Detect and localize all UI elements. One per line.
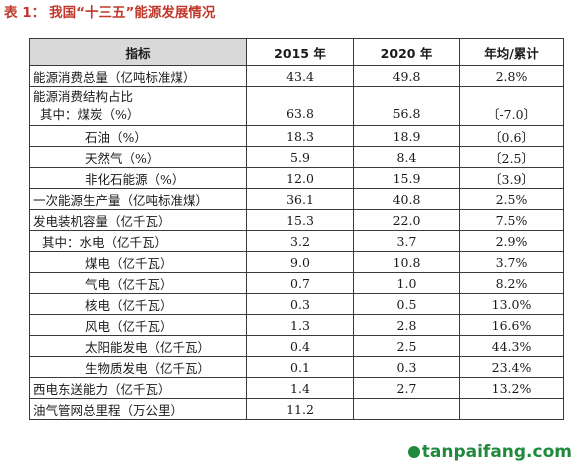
indicator-cell: 核电（亿千瓦） bbox=[29, 293, 247, 315]
value-2020-cell: 8.4 bbox=[353, 146, 460, 168]
value-2020-cell: 0.3 bbox=[353, 356, 460, 378]
change-cell: 8.2% bbox=[459, 272, 564, 294]
table-row: 发电装机容量（亿千瓦） 15.3 22.0 7.5% bbox=[29, 209, 564, 231]
change-cell: 〔0.6〕 bbox=[459, 125, 564, 147]
change-cell: 7.5% bbox=[459, 209, 564, 231]
table-row: 生物质发电（亿千瓦） 0.1 0.3 23.4% bbox=[29, 356, 564, 378]
value-2015-cell: 0.1 bbox=[246, 356, 354, 378]
site-watermark: tanpaifang.com bbox=[405, 442, 574, 462]
value-2020-cell: 49.8 bbox=[353, 65, 460, 87]
value-2020-cell: 2.7 bbox=[353, 377, 460, 399]
table-caption: 表 1： 我国“十三五”能源发展情况 bbox=[4, 2, 219, 24]
change-cell: 23.4% bbox=[459, 356, 564, 378]
value-2020-cell: 40.8 bbox=[353, 188, 460, 210]
table-row: 风电（亿千瓦） 1.3 2.8 16.6% bbox=[29, 314, 564, 336]
change-cell: 13.2% bbox=[459, 377, 564, 399]
value-2020-cell: 15.9 bbox=[353, 167, 460, 189]
change-cell: 〔3.9〕 bbox=[459, 167, 564, 189]
indicator-cell: 能源消费总量（亿吨标准煤） bbox=[29, 65, 247, 87]
change-cell: 3.7% bbox=[459, 251, 564, 273]
table-row: 西电东送能力（亿千瓦） 1.4 2.7 13.2% bbox=[29, 377, 564, 399]
indicator-line: 其中：煤炭（%） bbox=[40, 107, 140, 122]
column-header-2020: 2020 年 bbox=[353, 38, 460, 66]
value-2015-cell: 0.7 bbox=[246, 272, 354, 294]
value-2015-cell: 18.3 bbox=[246, 125, 354, 147]
indicator-line: 能源消费结构占比 bbox=[33, 89, 134, 104]
table-row: 油气管网总里程（万公里） 11.2 bbox=[29, 398, 564, 420]
table-row: 天然气（%） 5.9 8.4 〔2.5〕 bbox=[29, 146, 564, 168]
value-2020-cell: 18.9 bbox=[353, 125, 460, 147]
value-2020-cell: 3.7 bbox=[353, 230, 460, 252]
table-row: 核电（亿千瓦） 0.3 0.5 13.0% bbox=[29, 293, 564, 315]
change-cell: 16.6% bbox=[459, 314, 564, 336]
indicator-cell: 能源消费结构占比 其中：煤炭（%） bbox=[29, 86, 247, 126]
indicator-cell: 一次能源生产量（亿吨标准煤） bbox=[29, 188, 247, 210]
value-2020-cell: 0.5 bbox=[353, 293, 460, 315]
indicator-cell: 油气管网总里程（万公里） bbox=[29, 398, 247, 420]
indicator-cell: 天然气（%） bbox=[29, 146, 247, 168]
table-row: 气电（亿千瓦） 0.7 1.0 8.2% bbox=[29, 272, 564, 294]
energy-development-table: 指标 2015 年 2020 年 年均/累计 能源消费总量（亿吨标准煤） 43.… bbox=[29, 38, 564, 420]
value-2020-cell: 2.5 bbox=[353, 335, 460, 357]
change-cell: 13.0% bbox=[459, 293, 564, 315]
indicator-cell: 生物质发电（亿千瓦） bbox=[29, 356, 247, 378]
table-row: 石油（%） 18.3 18.9 〔0.6〕 bbox=[29, 125, 564, 147]
value-2015-cell: 11.2 bbox=[246, 398, 354, 420]
value-2020-cell: 2.8 bbox=[353, 314, 460, 336]
value-2015-cell: 9.0 bbox=[246, 251, 354, 273]
value-2020-cell: 10.8 bbox=[353, 251, 460, 273]
table-row: 非化石能源（%） 12.0 15.9 〔3.9〕 bbox=[29, 167, 564, 189]
watermark-dot-icon bbox=[407, 446, 420, 458]
indicator-cell: 煤电（亿千瓦） bbox=[29, 251, 247, 273]
value-2015-cell: 5.9 bbox=[246, 146, 354, 168]
value-2020-cell: 56.8 bbox=[353, 86, 460, 126]
value-2020-cell bbox=[353, 398, 460, 420]
table-caption-label: 表 1： bbox=[4, 5, 46, 21]
table-row: 一次能源生产量（亿吨标准煤） 36.1 40.8 2.5% bbox=[29, 188, 564, 210]
value-2020-cell: 1.0 bbox=[353, 272, 460, 294]
table-header-row: 指标 2015 年 2020 年 年均/累计 bbox=[29, 38, 564, 66]
watermark-text: tanpaifang.com bbox=[421, 442, 572, 462]
table-row: 其中：水电（亿千瓦） 3.2 3.7 2.9% bbox=[29, 230, 564, 252]
change-cell: 〔-7.0〕 bbox=[459, 86, 564, 126]
value-2015-cell: 1.4 bbox=[246, 377, 354, 399]
value-2015-cell: 0.4 bbox=[246, 335, 354, 357]
value-2015-cell: 3.2 bbox=[246, 230, 354, 252]
table-caption-title: 我国“十三五”能源发展情况 bbox=[49, 5, 216, 21]
indicator-cell: 其中：水电（亿千瓦） bbox=[29, 230, 247, 252]
value-2015-cell: 63.8 bbox=[246, 86, 354, 126]
indicator-cell: 非化石能源（%） bbox=[29, 167, 247, 189]
change-cell: 2.5% bbox=[459, 188, 564, 210]
change-cell: 〔2.5〕 bbox=[459, 146, 564, 168]
table-row: 煤电（亿千瓦） 9.0 10.8 3.7% bbox=[29, 251, 564, 273]
indicator-cell: 发电装机容量（亿千瓦） bbox=[29, 209, 247, 231]
indicator-cell: 气电（亿千瓦） bbox=[29, 272, 247, 294]
value-2015-cell: 1.3 bbox=[246, 314, 354, 336]
change-cell: 2.8% bbox=[459, 65, 564, 87]
indicator-cell: 风电（亿千瓦） bbox=[29, 314, 247, 336]
value-2015-cell: 15.3 bbox=[246, 209, 354, 231]
column-header-change: 年均/累计 bbox=[459, 38, 564, 66]
value-2015-cell: 43.4 bbox=[246, 65, 354, 87]
column-header-2015: 2015 年 bbox=[246, 38, 354, 66]
value-2020-cell: 22.0 bbox=[353, 209, 460, 231]
table-row: 能源消费总量（亿吨标准煤） 43.4 49.8 2.8% bbox=[29, 65, 564, 87]
value-2015-cell: 12.0 bbox=[246, 167, 354, 189]
indicator-cell: 西电东送能力（亿千瓦） bbox=[29, 377, 247, 399]
value-2015-cell: 0.3 bbox=[246, 293, 354, 315]
change-cell: 2.9% bbox=[459, 230, 564, 252]
change-cell: 44.3% bbox=[459, 335, 564, 357]
table-row: 太阳能发电（亿千瓦） 0.4 2.5 44.3% bbox=[29, 335, 564, 357]
change-cell bbox=[459, 398, 564, 420]
indicator-cell: 太阳能发电（亿千瓦） bbox=[29, 335, 247, 357]
value-2015-cell: 36.1 bbox=[246, 188, 354, 210]
table-row: 能源消费结构占比 其中：煤炭（%） 63.8 56.8 〔-7.0〕 bbox=[29, 86, 564, 126]
column-header-indicator: 指标 bbox=[29, 38, 247, 66]
indicator-cell: 石油（%） bbox=[29, 125, 247, 147]
